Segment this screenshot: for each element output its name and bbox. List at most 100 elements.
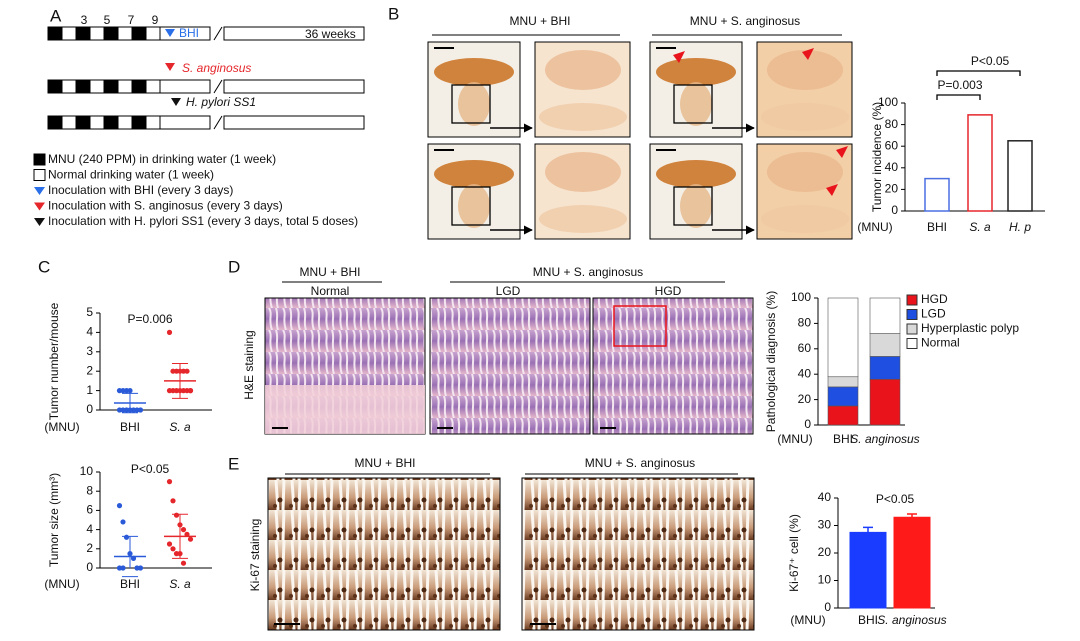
panel-label: C <box>38 257 50 276</box>
legend-label: Inoculation with H. pylori SS1 (every 3 … <box>48 214 358 228</box>
week-box <box>75 26 91 41</box>
week-box <box>47 26 63 41</box>
week-box <box>159 115 211 130</box>
bar-segment <box>869 333 901 357</box>
y-tick-label: 40 <box>818 490 832 504</box>
week-box <box>145 115 161 130</box>
zoom-box <box>673 84 713 124</box>
arrowhead <box>836 146 848 158</box>
week-box <box>61 79 77 94</box>
week-box <box>223 26 365 41</box>
week-box <box>89 79 105 94</box>
x-prefix: (MNU) <box>44 420 79 434</box>
error-bar <box>863 526 873 533</box>
header: MNU + S. anginosus <box>690 14 800 28</box>
tissue <box>767 50 843 90</box>
error-bar <box>172 362 188 399</box>
x-tick-label: BHI <box>858 613 878 627</box>
y-tick-label: 20 <box>798 392 812 406</box>
tissue <box>434 58 514 86</box>
x-tick-label: S. a <box>169 577 191 591</box>
y-tick-label: 20 <box>885 182 899 196</box>
week-box <box>223 115 365 130</box>
point <box>180 560 187 566</box>
bar <box>967 114 993 212</box>
zoom-box <box>451 84 491 124</box>
legend-label: LGD <box>921 307 946 321</box>
legend: MNU (240 PPM) in drinking water (1 week)… <box>33 152 358 228</box>
legend-label: Inoculation with BHI (every 3 days) <box>48 183 233 197</box>
y-tick-label: 1 <box>86 383 93 397</box>
week-box <box>89 26 105 41</box>
bar-segment <box>827 386 859 407</box>
y-tick-label: 2 <box>86 363 93 377</box>
error-bar <box>172 513 188 559</box>
point <box>120 565 126 571</box>
week-box <box>103 115 119 130</box>
arm-label: H. pylori SS1 <box>186 95 256 109</box>
side-label: H&E staining <box>242 330 256 399</box>
zoom-box <box>673 186 713 226</box>
header: MNU + BHI <box>509 14 570 28</box>
week-box <box>103 26 119 41</box>
tissue <box>539 205 627 233</box>
triangle <box>165 63 175 71</box>
header: MNU + BHI <box>354 456 415 470</box>
legend-label: Inoculation with S. anginosus (every 3 d… <box>48 199 283 213</box>
y-tick-label: 100 <box>878 95 898 109</box>
point <box>170 546 176 552</box>
week-label: 7 <box>128 13 135 27</box>
point <box>173 512 180 518</box>
tissue <box>458 184 490 228</box>
arrowhead <box>826 184 838 196</box>
micrographs <box>267 477 755 631</box>
x-prefix: (MNU) <box>777 432 812 446</box>
y-axis-label: Ki-67⁺ cell (%) <box>787 514 801 592</box>
y-tick-label: 0 <box>824 600 831 614</box>
point <box>180 527 187 533</box>
week-box <box>61 115 77 130</box>
micrograph <box>429 297 591 435</box>
week-box <box>117 79 133 94</box>
y-tick-label: 60 <box>798 341 812 355</box>
x-prefix: (MNU) <box>790 613 825 627</box>
x-tick-label: S. anginosus <box>850 432 919 446</box>
week-box <box>75 79 91 94</box>
annotation: P<0.05 <box>876 492 915 506</box>
bar-segment <box>869 378 901 426</box>
x-tick-label: S. a <box>169 420 191 434</box>
bar-segment <box>869 297 901 334</box>
muscle <box>265 385 425 434</box>
panel-label: A <box>50 6 62 25</box>
y-tick-label: 5 <box>86 305 93 319</box>
error-bar <box>122 535 138 578</box>
header: MNU + S. anginosus <box>585 456 695 470</box>
week-box <box>131 79 147 94</box>
arrowhead <box>673 51 685 63</box>
arm-label: S. anginosus <box>182 61 251 75</box>
point <box>187 388 194 394</box>
week-label: 5 <box>104 13 111 27</box>
bracket <box>936 94 981 100</box>
week-label: 3 <box>81 13 88 27</box>
image-label: HGD <box>655 284 682 298</box>
break <box>213 79 223 94</box>
point <box>137 565 144 571</box>
legend-icon <box>33 153 46 166</box>
bar <box>849 531 887 609</box>
y-tick-label: 0 <box>891 203 898 217</box>
point <box>116 503 123 509</box>
y-tick-label: 40 <box>885 160 899 174</box>
bar <box>893 516 931 609</box>
bar-segment <box>827 376 859 388</box>
arrowhead <box>802 48 814 60</box>
week-box <box>117 115 133 130</box>
week-box <box>117 26 133 41</box>
y-tick-label: 3 <box>86 344 93 358</box>
panel-label: E <box>228 454 239 473</box>
bar <box>924 177 950 212</box>
highlight-box <box>613 305 667 347</box>
point <box>166 541 173 547</box>
annotation: P<0.05 <box>131 462 170 476</box>
